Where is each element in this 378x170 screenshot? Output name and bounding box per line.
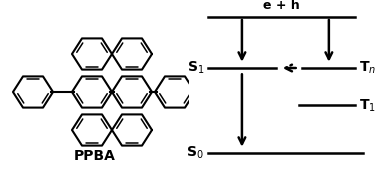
Text: S$_1$: S$_1$	[187, 60, 204, 76]
Text: T$_n$: T$_n$	[359, 60, 376, 76]
Text: e + h: e + h	[263, 0, 300, 12]
Text: T$_1$: T$_1$	[359, 97, 376, 114]
Text: S$_0$: S$_0$	[186, 145, 204, 161]
Text: PPBA: PPBA	[74, 149, 115, 163]
